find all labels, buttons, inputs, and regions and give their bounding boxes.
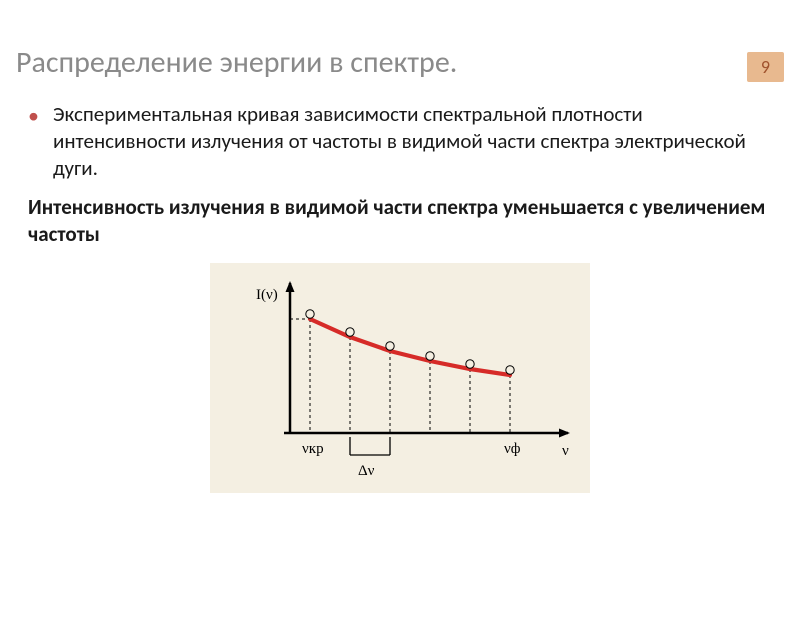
svg-text:I(ν): I(ν) — [256, 287, 278, 303]
emphasis-text: Интенсивность излучения в видимой части … — [28, 194, 765, 247]
svg-text:νкр: νкр — [302, 441, 324, 457]
page-number: 9 — [747, 52, 784, 82]
chart-container: I(ν) ν νкр νф Δν — [0, 263, 800, 493]
svg-text:νф: νф — [504, 441, 521, 457]
page-title: Распределение энергии в спектре. — [16, 44, 784, 81]
bullet-marker: • — [28, 101, 39, 132]
emphasis-paragraph: Интенсивность излучения в видимой части … — [28, 194, 772, 248]
svg-text:ν: ν — [562, 443, 569, 459]
spectrum-chart: I(ν) ν νкр νф Δν — [210, 263, 590, 493]
svg-text:Δν: Δν — [358, 463, 375, 479]
bullet-text: Экспериментальная кривая зависимости спе… — [53, 101, 772, 182]
bullet-item: • Экспериментальная кривая зависимости с… — [28, 101, 772, 182]
